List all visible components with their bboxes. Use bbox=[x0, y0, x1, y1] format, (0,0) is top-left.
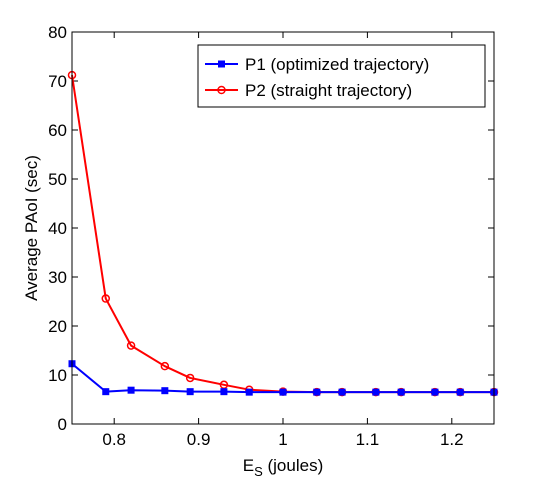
legend-box bbox=[197, 44, 486, 108]
data-point-p1 bbox=[431, 388, 439, 396]
data-point-p1 bbox=[102, 388, 110, 396]
data-point-p1 bbox=[245, 388, 253, 396]
x-axis-label-subscript: S bbox=[254, 464, 263, 479]
data-point-p1 bbox=[338, 388, 346, 396]
data-point-p2 bbox=[185, 373, 195, 383]
x-axis-label-unit: (joules) bbox=[263, 456, 323, 475]
data-point-p1 bbox=[186, 388, 194, 396]
y-tick-label: 60 bbox=[48, 121, 67, 140]
y-tick-label: 30 bbox=[48, 268, 67, 287]
data-point-p2 bbox=[160, 361, 170, 371]
y-tick-label: 10 bbox=[48, 366, 67, 385]
x-axis-label-main: E bbox=[243, 456, 254, 475]
y-tick-label: 20 bbox=[48, 317, 67, 336]
data-point-p1 bbox=[279, 388, 287, 396]
x-tick-label: 1.1 bbox=[356, 430, 380, 449]
x-tick-label: 1.2 bbox=[440, 430, 464, 449]
x-tick-label: 1 bbox=[278, 430, 287, 449]
x-tick-label: 0.8 bbox=[102, 430, 126, 449]
y-axis-label: Average PAoI (sec) bbox=[22, 155, 41, 301]
y-tick-label: 80 bbox=[48, 23, 67, 42]
data-point-p1 bbox=[372, 388, 380, 396]
data-point-p2 bbox=[126, 341, 136, 350]
series-lines bbox=[67, 70, 499, 397]
data-point-p1 bbox=[127, 386, 135, 394]
y-tick-label: 70 bbox=[48, 72, 67, 91]
legend-marker-p1 bbox=[218, 60, 225, 68]
y-tick-label: 0 bbox=[58, 415, 67, 434]
data-point-p2 bbox=[101, 294, 111, 303]
axis-ticks: 0.8 0.9 1 1.1 1.2 0 10 20 30 40 50 60 70 80 bbox=[48, 23, 494, 449]
x-axis-label: ES (joules) bbox=[243, 456, 323, 479]
legend: P1 (optimized trajectory) P2 (straight t… bbox=[197, 44, 486, 108]
data-point-p1 bbox=[161, 387, 169, 395]
legend-label-p2: P2 (straight trajectory) bbox=[245, 81, 412, 100]
data-point-p1 bbox=[397, 388, 405, 396]
data-point-p1 bbox=[456, 388, 464, 396]
data-point-p1 bbox=[220, 388, 228, 396]
legend-marker-p2 bbox=[217, 85, 226, 95]
legend-label-p1: P1 (optimized trajectory) bbox=[245, 55, 429, 74]
data-point-p1 bbox=[313, 388, 321, 396]
y-tick-label: 50 bbox=[48, 170, 67, 189]
plot-area-frame bbox=[71, 31, 495, 425]
y-tick-label: 40 bbox=[48, 219, 67, 238]
x-tick-label: 0.9 bbox=[187, 430, 211, 449]
